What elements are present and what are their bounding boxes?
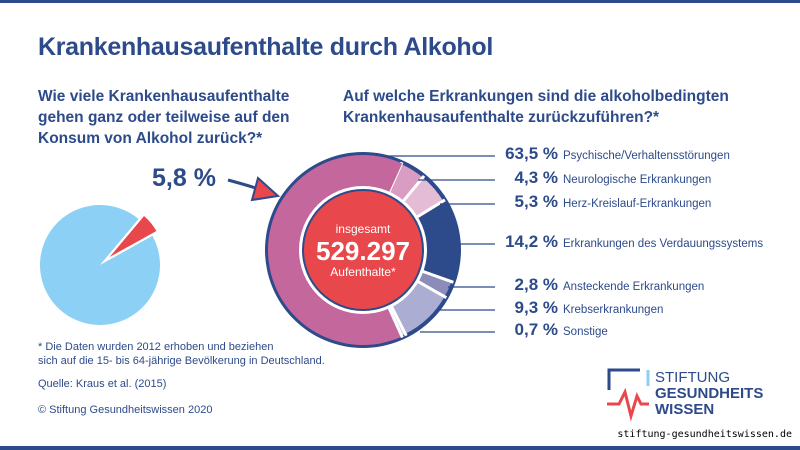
segment-gap [387,305,404,339]
legend-label: Sonstige [563,326,608,338]
legend-label: Krebserkrankungen [563,304,664,316]
pie-slice-rest [40,205,161,326]
website-url[interactable]: stiftung-gesundheitswissen.de [617,429,792,440]
legend-percent: 5,3 % [514,192,558,211]
legend-label: Neurologische Erkrankungen [563,174,712,186]
legend-label: Psychische/Verhaltensstörungen [563,150,730,162]
page-title: Krankenhausaufenthalte durch Alkohol [38,33,494,61]
center-bottom: Aufenthalte* [330,265,396,279]
legend-percent: 4,3 % [514,168,558,187]
segment-gap [416,279,448,299]
legend-item: 4,3 % Neurologische Erkrankungen [498,168,712,188]
logo-line2: GESUNDHEITS [655,385,764,402]
logo-icon [607,368,650,422]
arrow-head [250,176,281,202]
segment-gap [420,269,454,284]
legend-item: 5,3 % Herz-Kreislauf-Erkrankungen [498,192,712,212]
pie-slice-alcohol [104,213,160,262]
footnote-1: * Die Daten wurden 2012 erhoben und bezi… [38,341,274,353]
bottom-bar [0,446,800,450]
legend-item: 9,3 % Krebserkrankungen [498,298,664,318]
question-right: Auf welche Erkrankungen sind die alkohol… [343,88,729,126]
donut-segment-0 [268,155,403,346]
legend-item: 14,2 % Erkrankungen des Verdauungssystems [498,232,763,252]
legend-item: 0,7 % Sonstige [498,320,608,340]
segment-gap [389,304,408,337]
segment-gap [415,198,446,219]
legend-percent: 0,7 % [514,320,558,339]
legend-label: Ansteckende Erkrankungen [563,281,705,293]
center-top: insgesamt [335,222,391,236]
legend-percent: 2,8 % [514,275,558,294]
top-bar [0,0,800,3]
copyright: © Stiftung Gesundheitswissen 2020 [38,404,213,416]
center-value: 529.297 [316,236,410,266]
logo-line1: STIFTUNG [655,369,730,386]
center-circle [304,191,422,309]
logo-line3: WISSEN [655,401,715,418]
legend-percent: 9,3 % [514,298,558,317]
question-left: Wie viele Krankenhausaufenthalte gehen g… [38,88,290,147]
logo: STIFTUNG GESUNDHEITS WISSEN [605,366,795,426]
legend-percent: 63,5 % [505,144,558,163]
legend-item: 2,8 % Ansteckende Erkrankungen [498,275,705,295]
legend-percent: 14,2 % [505,232,558,251]
footnote-2: sich auf die 15- bis 64-jährige Bevölker… [38,355,325,367]
pie-label: 5,8 % [152,164,216,192]
legend-label: Herz-Kreislauf-Erkrankungen [563,198,712,210]
legend-label: Erkrankungen des Verdauungssystems [563,238,764,250]
legend-item: 63,5 % Psychische/Verhaltensstörungen [498,144,730,164]
source: Quelle: Kraus et al. (2015) [38,378,167,390]
